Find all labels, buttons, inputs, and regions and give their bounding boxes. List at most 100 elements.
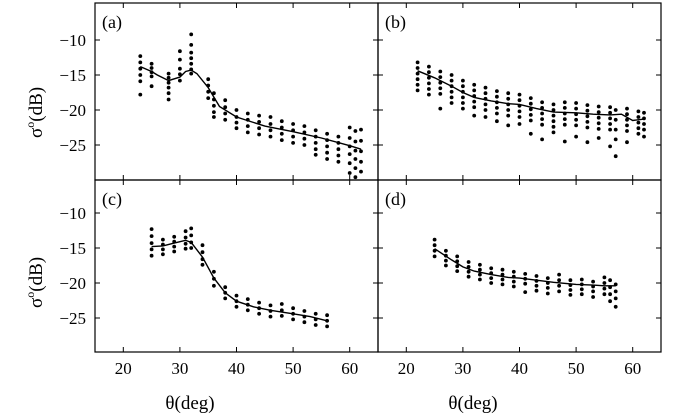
data-point bbox=[189, 61, 194, 66]
panel-a: −10 −15 −20 −25 (a) bbox=[59, 2, 379, 181]
data-point bbox=[353, 157, 358, 161]
data-point bbox=[336, 159, 341, 164]
data-point bbox=[517, 115, 522, 119]
panel-label: (b) bbox=[385, 12, 406, 33]
data-point bbox=[359, 149, 363, 154]
data-point bbox=[585, 114, 590, 119]
data-point bbox=[223, 105, 228, 110]
x-tick-label: 50 bbox=[568, 359, 585, 378]
data-point bbox=[138, 54, 143, 58]
data-point bbox=[427, 87, 431, 91]
data-point bbox=[438, 92, 443, 96]
data-point bbox=[313, 141, 318, 145]
data-point bbox=[268, 115, 273, 119]
data-point bbox=[415, 88, 420, 93]
panel-b: (b) bbox=[377, 2, 662, 181]
data-point bbox=[359, 127, 363, 132]
data-point bbox=[223, 296, 228, 301]
data-point bbox=[461, 78, 465, 83]
data-point bbox=[574, 101, 578, 105]
scatter-points bbox=[149, 226, 329, 329]
data-point bbox=[279, 131, 284, 136]
data-point bbox=[279, 125, 284, 130]
panels-group: −10 −15 −20 −25 (a) (b) 20 30 40 50 60 −10 −15 −20 −25… bbox=[59, 2, 662, 378]
data-point bbox=[432, 237, 437, 242]
data-point bbox=[596, 110, 601, 114]
data-point bbox=[528, 96, 533, 100]
data-point bbox=[517, 92, 522, 97]
ylabel-bottom: σo(dB) bbox=[23, 257, 47, 308]
data-point bbox=[359, 138, 363, 143]
data-point bbox=[466, 265, 471, 269]
data-point bbox=[149, 253, 154, 258]
data-point bbox=[313, 147, 318, 152]
data-point bbox=[257, 126, 261, 131]
data-point bbox=[313, 128, 318, 133]
data-point bbox=[149, 247, 154, 252]
data-point bbox=[415, 77, 420, 82]
data-point bbox=[223, 117, 228, 122]
data-point bbox=[432, 243, 437, 248]
data-point bbox=[206, 89, 211, 94]
data-point bbox=[506, 108, 511, 112]
fit-line bbox=[434, 248, 616, 287]
data-point bbox=[608, 127, 612, 132]
ylabel-top: σo(dB) bbox=[23, 87, 47, 138]
data-point bbox=[602, 286, 607, 291]
data-point bbox=[223, 111, 228, 116]
data-point bbox=[483, 108, 488, 112]
data-point bbox=[189, 226, 194, 231]
data-point bbox=[568, 278, 573, 283]
data-point bbox=[189, 32, 194, 37]
data-point bbox=[568, 293, 573, 297]
data-point bbox=[483, 85, 488, 90]
data-point bbox=[478, 262, 482, 267]
data-point bbox=[534, 288, 539, 293]
data-point bbox=[495, 119, 499, 124]
data-point bbox=[511, 279, 516, 284]
data-point bbox=[596, 126, 601, 131]
data-point bbox=[138, 92, 143, 97]
x-tick-label: 60 bbox=[341, 359, 358, 378]
data-point bbox=[427, 81, 431, 86]
data-point bbox=[415, 71, 420, 76]
panel-frame bbox=[94, 179, 379, 353]
data-point bbox=[466, 260, 471, 264]
data-point bbox=[613, 296, 618, 301]
data-point bbox=[183, 235, 188, 240]
data-point bbox=[353, 166, 358, 171]
data-point bbox=[245, 111, 250, 116]
data-point bbox=[608, 278, 612, 283]
data-point bbox=[585, 120, 590, 124]
x-tick-label: 20 bbox=[115, 359, 132, 378]
data-point bbox=[313, 311, 318, 316]
data-point bbox=[149, 61, 154, 66]
data-point bbox=[427, 64, 431, 69]
data-point bbox=[302, 136, 307, 141]
data-point bbox=[613, 137, 618, 142]
x-tick-label: 30 bbox=[171, 359, 188, 378]
data-point bbox=[642, 127, 646, 132]
data-point bbox=[540, 111, 544, 116]
data-point bbox=[636, 120, 641, 125]
data-point bbox=[625, 140, 629, 145]
scatter-points bbox=[415, 60, 646, 159]
data-point bbox=[189, 56, 194, 61]
data-point bbox=[562, 100, 567, 105]
data-point bbox=[506, 96, 511, 101]
data-point bbox=[591, 295, 595, 299]
y-tick-label: −15 bbox=[59, 66, 86, 85]
data-point bbox=[540, 117, 544, 121]
data-point bbox=[353, 129, 358, 133]
data-point bbox=[427, 70, 431, 75]
data-point bbox=[625, 106, 629, 111]
data-point bbox=[551, 102, 556, 107]
data-point bbox=[574, 117, 578, 122]
data-point bbox=[591, 279, 595, 284]
data-point bbox=[500, 267, 505, 272]
data-point bbox=[415, 82, 420, 87]
data-point bbox=[500, 272, 505, 277]
data-point bbox=[608, 105, 612, 110]
data-point bbox=[149, 241, 154, 246]
data-point bbox=[613, 304, 618, 309]
